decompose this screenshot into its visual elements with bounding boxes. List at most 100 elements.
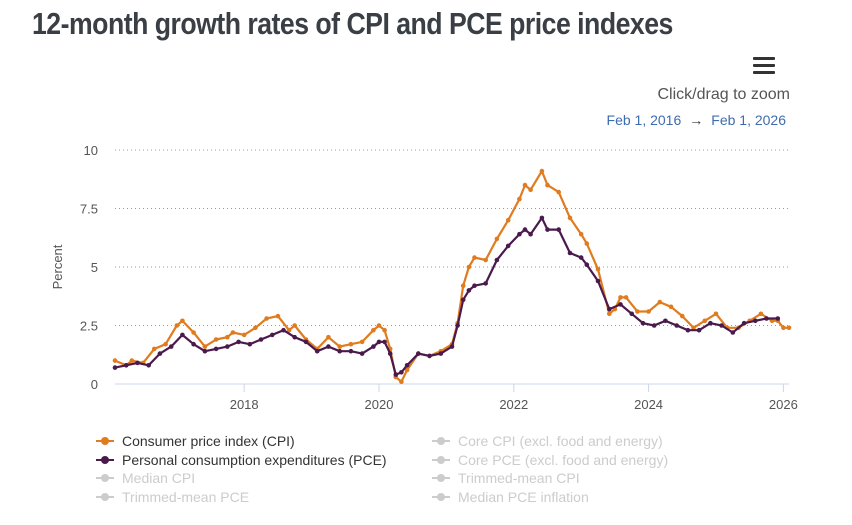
pce-data-point (674, 323, 679, 328)
pce-data-point (326, 344, 331, 349)
cpi-data-point (163, 341, 168, 347)
legend-item[interactable]: Trimmed-mean PCE (96, 488, 387, 507)
pce-data-point (376, 339, 382, 345)
pce-data-point (191, 341, 196, 347)
x-tick-label: 2024 (634, 397, 663, 412)
cpi-data-point (635, 309, 640, 314)
pce-data-point (460, 297, 466, 303)
cpi-data-point (578, 231, 584, 237)
pce-data-point (567, 250, 573, 256)
cpi-data-point (337, 344, 343, 349)
cpi-data-point (382, 327, 387, 333)
legend-item[interactable]: Median CPI (96, 469, 387, 488)
pce-data-point (270, 332, 275, 338)
cpi-data-point (225, 334, 230, 340)
cpi-data-point (522, 182, 528, 188)
legend-label: Personal consumption expenditures (PCE) (122, 451, 387, 468)
pce-data-point (157, 351, 163, 356)
cpi-data-point (668, 304, 674, 310)
pce-data-point (663, 318, 668, 324)
cpi-data-point (202, 344, 208, 349)
pce-data-point (123, 363, 129, 368)
chart-title: 12-month growth rates of CPI and PCE pri… (32, 6, 673, 41)
pce-data-point (764, 316, 769, 321)
y-tick-label: 10 (84, 143, 98, 158)
cpi-data-point (517, 196, 522, 202)
cpi-data-point (112, 358, 118, 363)
cpi-data-point (702, 318, 708, 324)
cpi-data-point (152, 346, 157, 352)
legend-symbol-icon (432, 436, 450, 446)
range-end-link[interactable]: Feb 1, 2026 (711, 112, 786, 128)
cpi-data-point (348, 341, 354, 347)
pce-data-point (466, 288, 472, 293)
legend-item[interactable]: Median PCE inflation (432, 488, 668, 507)
pce-data-point (393, 372, 399, 377)
range-arrow-icon: → (689, 112, 704, 128)
cpi-data-point (494, 236, 500, 242)
pce-data-point (416, 351, 421, 356)
pce-data-point (281, 327, 286, 333)
x-tick-label: 2022 (499, 397, 528, 412)
cpi-data-point (264, 316, 269, 321)
cpi-data-point (769, 318, 775, 324)
legend-item[interactable]: Core PCE (excl. food and energy) (432, 451, 668, 470)
cpi-data-point (556, 189, 561, 195)
cpi-data-point (230, 330, 236, 335)
legend-label: Consumer price index (CPI) (122, 433, 295, 449)
pce-data-point (696, 327, 702, 333)
cpi-data-point (539, 168, 545, 174)
y-tick-label: 7.5 (80, 202, 98, 217)
cpi-data-point (680, 313, 685, 319)
pce-data-point (135, 360, 140, 366)
legend-symbol-icon (432, 455, 450, 465)
pce-data-point (359, 351, 365, 356)
pce-data-point (505, 243, 511, 249)
pce-data-point (314, 348, 320, 354)
pce-data-point (719, 323, 724, 328)
y-axis-label: Percent (50, 244, 65, 289)
pce-data-point (371, 344, 376, 349)
pce-data-point (494, 257, 500, 263)
cpi-data-point (758, 311, 764, 317)
pce-data-point (640, 320, 646, 326)
cpi-data-point (292, 323, 298, 328)
cpi-data-point (545, 182, 550, 188)
pce-data-point (708, 320, 713, 326)
range-start-link[interactable]: Feb 1, 2016 (606, 112, 682, 128)
cpi-data-point (213, 337, 219, 342)
legend-item[interactable]: Core CPI (excl. food and energy) (432, 432, 668, 451)
cpi-data-point (371, 327, 376, 333)
cpi-data-point (326, 334, 331, 340)
cpi-data-point (241, 332, 247, 338)
y-tick-label: 2.5 (80, 319, 98, 334)
cpi-data-point (505, 217, 511, 223)
cpi-data-point (646, 309, 651, 314)
legend-item[interactable]: Personal consumption expenditures (PCE) (96, 451, 387, 470)
legend-symbol-icon (96, 455, 114, 465)
legend-symbol-icon (432, 473, 450, 483)
cpi-data-point (528, 187, 533, 193)
pce-data-point (382, 339, 387, 345)
pce-data-point (112, 365, 118, 370)
legend-symbol-icon (96, 436, 114, 446)
legend-item[interactable]: Consumer price index (CPI) (96, 432, 387, 451)
pce-data-point (258, 337, 264, 342)
pce-data-point (545, 227, 550, 232)
hamburger-menu-icon[interactable] (751, 54, 777, 76)
pce-data-point (202, 348, 208, 354)
x-tick-label: 2020 (365, 397, 394, 412)
legend-label: Trimmed-mean PCE (122, 488, 250, 505)
cpi-data-point (180, 318, 185, 324)
legend-item[interactable]: Trimmed-mean CPI (432, 469, 668, 488)
pce-data-point (404, 363, 410, 368)
pce-data-point (180, 332, 185, 338)
pce-data-point (595, 278, 601, 284)
pce-data-point (348, 348, 354, 354)
cpi-data-point (253, 325, 258, 331)
zoom-hint: Click/drag to zoom (657, 86, 791, 103)
cpi-data-point (191, 330, 196, 335)
pce-data-point (685, 327, 691, 333)
cpi-data-point (713, 311, 719, 317)
